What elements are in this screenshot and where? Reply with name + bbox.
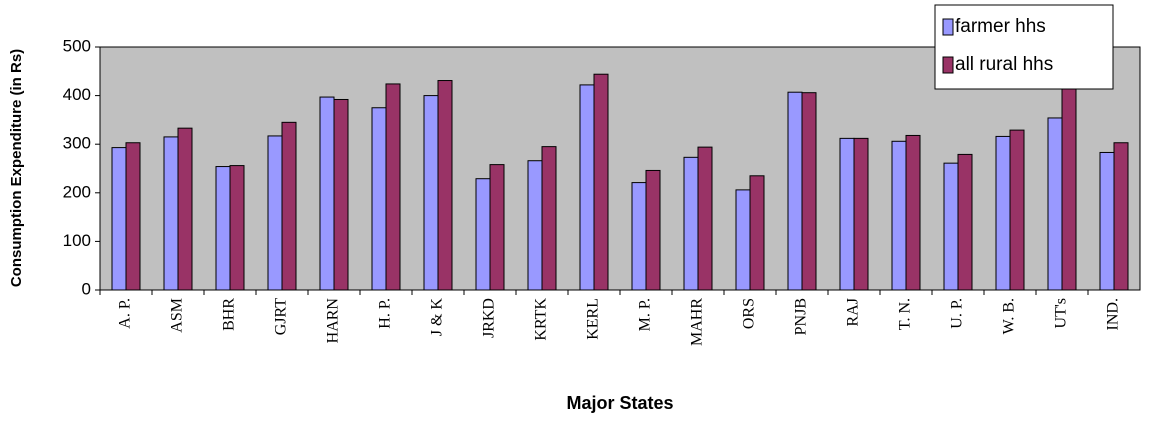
bar — [489, 164, 505, 291]
x-tick-label: IND. — [1105, 298, 1122, 330]
bar — [1009, 129, 1025, 291]
bar — [853, 137, 869, 291]
bar — [229, 165, 245, 291]
x-tick-label: KERL — [585, 298, 602, 340]
x-tick-label: GJRT — [273, 298, 290, 335]
x-tick-label: BHR — [221, 298, 238, 331]
y-axis-title: Consumption Expenditure (in Rs) — [8, 49, 25, 287]
x-tick-label: JRKD — [481, 298, 498, 338]
bar — [957, 153, 973, 291]
legend-label: farmer hhs — [955, 16, 1046, 37]
bar — [1099, 151, 1115, 291]
legend-label: all rural hhs — [955, 54, 1053, 75]
y-tick-label: 500 — [63, 36, 91, 55]
bar — [801, 92, 817, 291]
bar — [1047, 117, 1063, 291]
bar — [215, 166, 231, 291]
x-tick-label: UT's — [1053, 298, 1070, 328]
bar — [111, 147, 127, 291]
x-tick-label: HARN — [325, 298, 342, 344]
x-tick-label: A. P. — [117, 298, 134, 329]
bar — [527, 160, 543, 291]
bar — [125, 142, 141, 291]
y-tick-label: 300 — [63, 134, 91, 153]
x-tick-label: PNJB — [793, 298, 810, 335]
y-tick-label: 100 — [63, 231, 91, 250]
x-tick-label: RAJ — [845, 298, 862, 326]
bar — [905, 134, 921, 291]
legend-swatch — [942, 18, 954, 36]
bar — [995, 135, 1011, 291]
bar — [1113, 142, 1129, 291]
bar — [437, 80, 453, 291]
bar — [541, 146, 557, 291]
bar — [787, 91, 803, 291]
x-tick-label: H. P. — [377, 298, 394, 329]
bar — [1061, 75, 1077, 291]
bar — [319, 96, 335, 291]
x-tick-label: J & K — [429, 298, 446, 337]
y-tick-label: 0 — [82, 279, 91, 298]
bar — [697, 146, 713, 291]
bar — [839, 137, 855, 291]
bar — [177, 127, 193, 291]
legend-swatch — [942, 56, 954, 74]
bar — [423, 95, 439, 291]
bar — [749, 175, 765, 291]
bar — [579, 84, 595, 291]
bar — [645, 169, 661, 291]
x-tick-label: KRTK — [533, 298, 550, 341]
bar — [891, 140, 907, 291]
bar — [267, 135, 283, 291]
bar — [683, 156, 699, 291]
bar — [333, 98, 349, 291]
x-tick-label: T. N. — [897, 298, 914, 330]
x-tick-label: W. B. — [1001, 298, 1018, 334]
bar — [371, 107, 387, 291]
x-tick-label: ORS — [741, 298, 758, 329]
x-tick-label: U. P. — [949, 298, 966, 329]
bar — [475, 178, 491, 291]
x-tick-label: M. P. — [637, 298, 654, 331]
legend-box — [934, 4, 1114, 90]
bar — [385, 83, 401, 291]
bar — [943, 162, 959, 291]
x-tick-label: MAHR — [689, 298, 706, 346]
y-tick-label: 200 — [63, 182, 91, 201]
bar — [735, 189, 751, 291]
bar — [631, 182, 647, 291]
bar — [593, 73, 609, 291]
bar — [281, 121, 297, 291]
y-tick-label: 400 — [63, 85, 91, 104]
x-axis-title: Major States — [566, 393, 673, 413]
bar — [163, 136, 179, 291]
x-tick-label: ASM — [169, 298, 186, 333]
